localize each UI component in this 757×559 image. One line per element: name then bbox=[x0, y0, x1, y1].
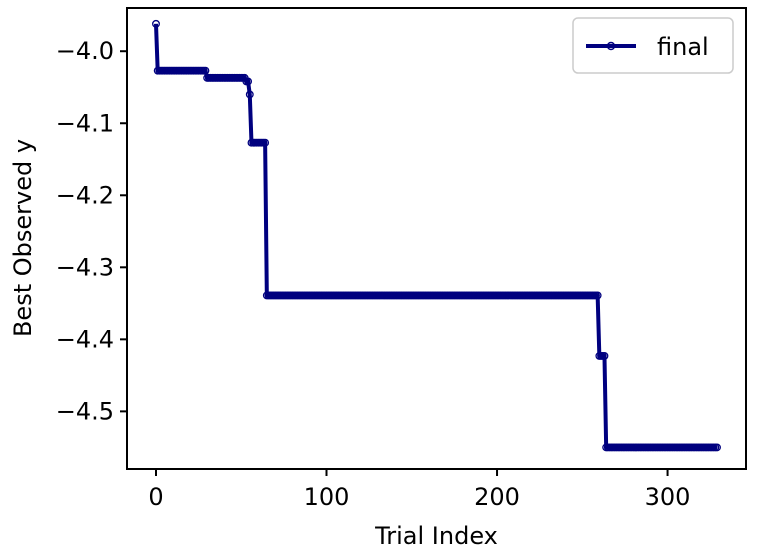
y-axis-label: Best Observed y bbox=[9, 139, 37, 337]
x-tick-label: 0 bbox=[148, 483, 163, 511]
x-tick-label: 100 bbox=[304, 483, 350, 511]
y-tick-label: −4.0 bbox=[56, 37, 114, 65]
data-point bbox=[600, 351, 609, 360]
plot-frame bbox=[126, 7, 747, 470]
legend-box bbox=[572, 17, 734, 74]
data-point bbox=[261, 138, 270, 147]
x-axis-label: Trial Index bbox=[374, 522, 498, 550]
y-tick-label: −4.3 bbox=[56, 253, 114, 281]
data-point bbox=[152, 19, 160, 28]
y-axis: −4.0 −4.1 −4.2 −4.3 −4.4 −4.5 bbox=[56, 37, 127, 425]
series-layer bbox=[152, 19, 721, 452]
legend-label-final: final bbox=[657, 33, 709, 61]
y-tick-label: −4.1 bbox=[56, 109, 114, 137]
data-point bbox=[245, 90, 254, 99]
x-axis: 0 100 200 300 bbox=[148, 469, 690, 511]
data-point bbox=[713, 443, 721, 452]
y-tick-label: −4.4 bbox=[56, 325, 114, 353]
data-point bbox=[244, 77, 253, 86]
data-point bbox=[593, 291, 602, 300]
x-tick-label: 300 bbox=[645, 483, 691, 511]
y-tick-label: −4.5 bbox=[56, 397, 114, 425]
legend: final bbox=[572, 17, 734, 74]
x-tick-label: 200 bbox=[474, 483, 520, 511]
legend-marker-final bbox=[606, 41, 616, 51]
data-point bbox=[201, 66, 210, 75]
y-tick-label: −4.2 bbox=[56, 181, 114, 209]
